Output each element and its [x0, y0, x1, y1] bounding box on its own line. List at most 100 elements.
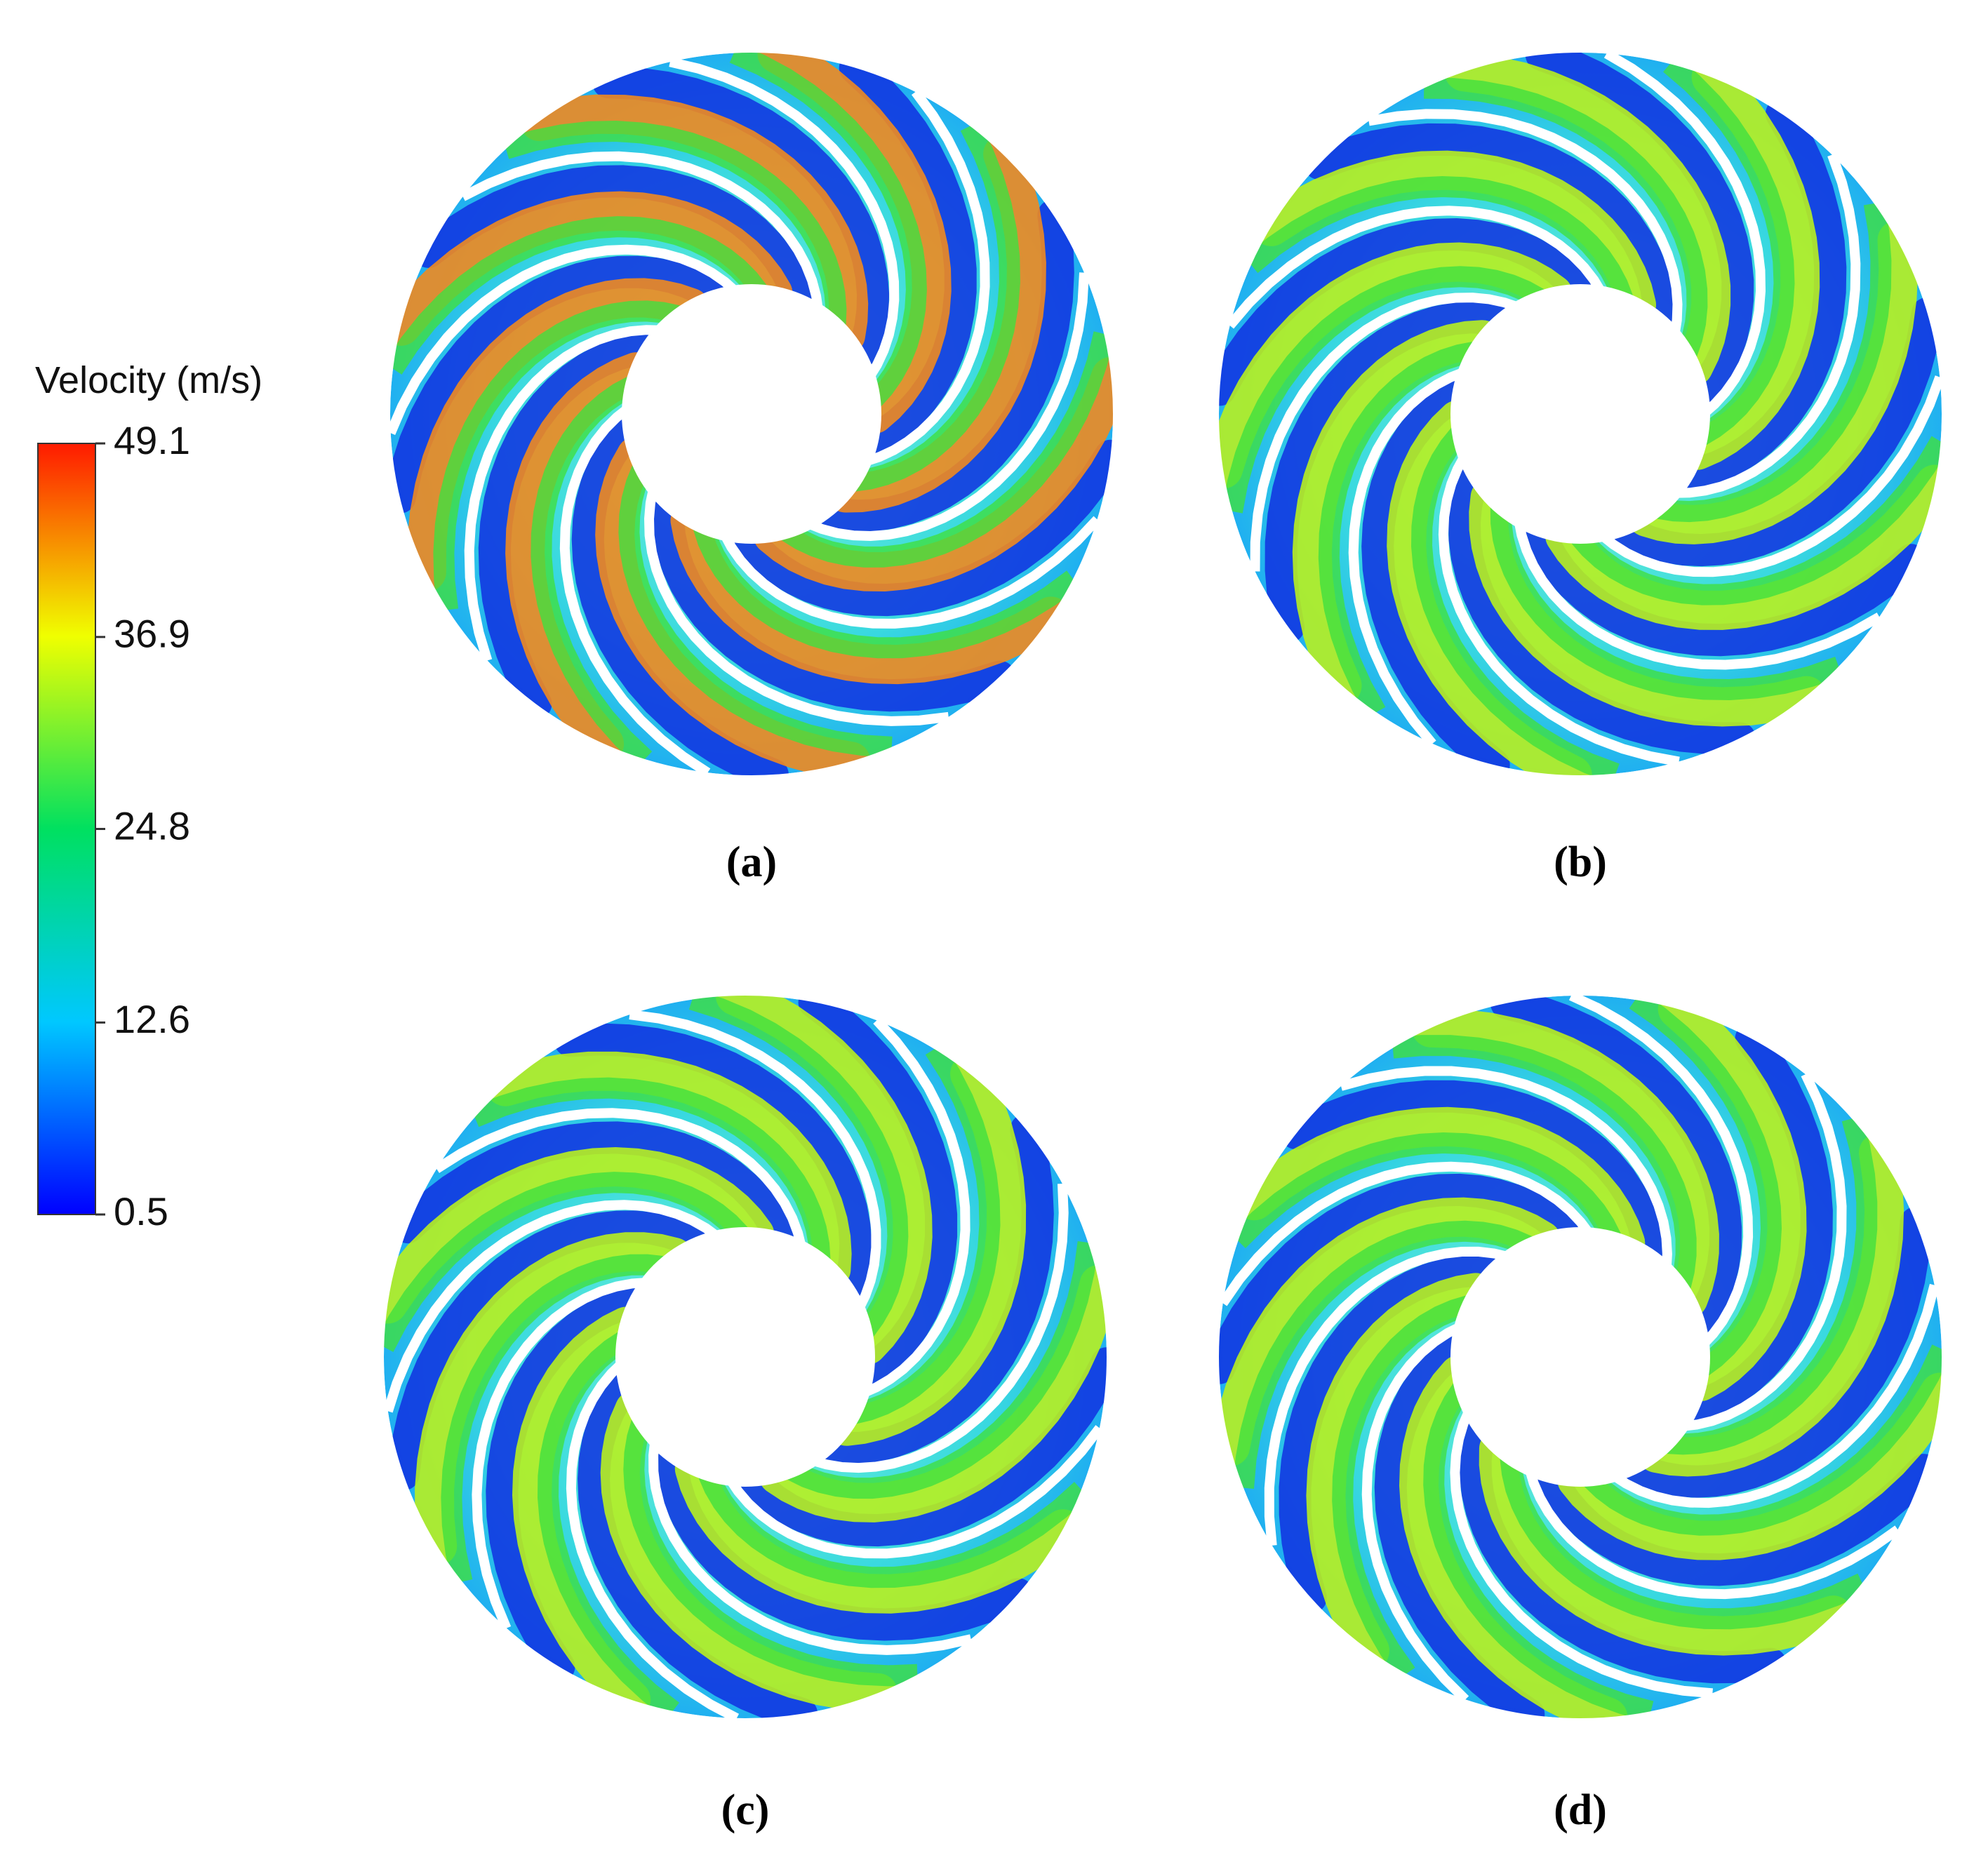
band-edge: [618, 465, 893, 758]
band-edge: [374, 1172, 748, 1352]
low-velocity-zone: [655, 1438, 1034, 1641]
colorbar-ticks: 0.5 12.6 24.8 36.9 49.1: [95, 418, 190, 1233]
low-velocity-zone: [383, 255, 731, 514]
band-edge: [1222, 266, 1545, 514]
panel-label: (b): [1554, 838, 1607, 886]
low-velocity-zone: [1361, 377, 1510, 781]
blade: [810, 1183, 1069, 1473]
band-edge: [1318, 341, 1476, 718]
impeller-panel: (a): [334, 0, 1169, 886]
low-velocity-zone: [735, 1347, 1123, 1547]
high-velocity-band: [1678, 58, 1820, 470]
panels: (a) (b) (c) (d): [328, 0, 1988, 1834]
panel-label: (d): [1554, 1786, 1607, 1834]
hub: [1450, 1227, 1710, 1487]
low-velocity-zone: [810, 199, 1074, 533]
low-velocity-zone: [1676, 1022, 1833, 1424]
blade: [1568, 991, 1754, 1349]
impeller-panel: (b): [1163, 0, 1988, 886]
blade: [1674, 153, 1861, 498]
hub: [1450, 284, 1710, 544]
blade: [472, 1278, 648, 1631]
low-velocity-zone: [1490, 986, 1742, 1340]
blade: [464, 325, 662, 662]
ring-outer-mask: [1163, 0, 1988, 831]
panel-label: (a): [726, 838, 777, 886]
high-velocity-band: [1636, 1133, 1904, 1477]
blade: [386, 244, 740, 435]
high-velocity-band: [759, 1264, 1119, 1522]
impeller-panel: (c): [328, 939, 1163, 1834]
high-velocity-band: [1234, 1106, 1646, 1263]
high-velocity-band: [505, 352, 656, 764]
high-velocity-band: [519, 94, 869, 355]
low-velocity-zone: [1606, 297, 1944, 567]
high-velocity-band: [1203, 242, 1573, 489]
band-edge: [1230, 1132, 1621, 1249]
band-edge: [1629, 991, 1782, 1376]
blade: [1610, 1283, 1940, 1508]
blade: [1348, 367, 1467, 747]
ring-outer-mask: [1163, 939, 1988, 1774]
high-velocity-band: [1444, 52, 1731, 387]
blade: [648, 1439, 973, 1655]
band-edge: [1332, 1295, 1472, 1680]
high-velocity-band: [753, 356, 1131, 592]
low-velocity-zone: [478, 331, 665, 721]
high-velocity-band: [486, 1051, 852, 1289]
high-velocity-band: [1627, 220, 1919, 544]
low-velocity-zone: [798, 986, 958, 1388]
blade: [806, 272, 1089, 542]
high-velocity-band: [368, 1146, 775, 1324]
high-velocity-band: [1557, 1372, 1960, 1560]
low-velocity-zone: [1303, 123, 1675, 336]
blade: [1250, 293, 1521, 572]
blade: [1340, 1066, 1672, 1270]
band-edge: [1657, 201, 1892, 523]
band-edge: [1500, 1457, 1867, 1630]
band-edge: [729, 43, 927, 407]
blade: [629, 1010, 881, 1312]
blade: [1524, 1467, 1901, 1600]
hub: [615, 1227, 875, 1487]
band-edge: [853, 121, 1020, 492]
blade: [434, 1108, 807, 1250]
blade: [863, 88, 990, 467]
blade: [725, 1425, 1104, 1559]
tick-label: 12.6: [114, 997, 190, 1041]
band-edge: [1423, 1383, 1654, 1722]
band-edge: [384, 216, 767, 375]
low-velocity-zone: [839, 51, 977, 457]
low-velocity-zone: [592, 66, 890, 374]
band-edge: [537, 1332, 679, 1720]
low-velocity-zone: [1203, 217, 1596, 406]
band-edge: [1667, 1116, 1878, 1455]
blade: [1603, 49, 1766, 418]
band-edge: [531, 377, 653, 767]
low-velocity-zone: [1617, 1207, 1933, 1498]
high-velocity-band: [1210, 1197, 1561, 1466]
panel-label: (c): [721, 1786, 770, 1834]
hub: [622, 284, 881, 544]
ring-outer-mask: [328, 939, 1163, 1774]
low-velocity-zone: [1459, 1412, 1787, 1684]
high-velocity-band: [1545, 464, 1955, 630]
band-edge: [1244, 175, 1633, 303]
high-velocity-band: [670, 500, 1071, 685]
band-edge: [1663, 55, 1795, 446]
low-velocity-zone: [486, 1285, 652, 1683]
band-edge: [693, 523, 1080, 659]
low-velocity-zone: [387, 1210, 714, 1491]
blade: [383, 1200, 721, 1413]
high-velocity-band: [1399, 1355, 1628, 1737]
high-velocity-band: [406, 278, 710, 592]
band-edge: [623, 1419, 918, 1687]
blade: [1514, 519, 1882, 670]
blade: [1598, 375, 1944, 577]
band-edge: [441, 1254, 664, 1584]
high-velocity-band: [826, 134, 1046, 513]
low-velocity-zone: [1525, 39, 1754, 408]
band-edge: [1584, 1344, 1952, 1536]
blade: [1681, 1072, 1847, 1432]
